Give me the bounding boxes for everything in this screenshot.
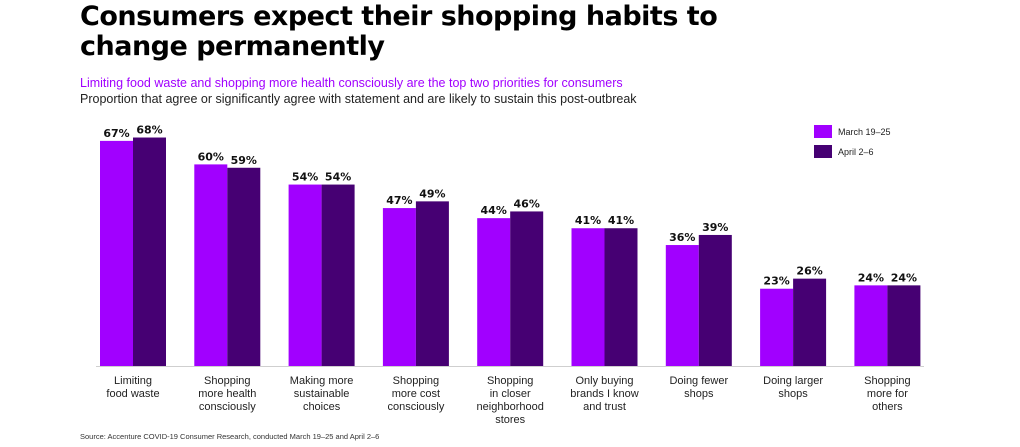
category-label: more for <box>867 388 908 400</box>
legend-label: March 19–25 <box>838 127 891 137</box>
category-label: Shopping <box>393 375 440 387</box>
category-label: neighborhood <box>477 401 544 413</box>
data-label: 60% <box>198 150 224 163</box>
data-label: 24% <box>858 271 884 284</box>
source-note: Source: Accenture COVID-19 Consumer Rese… <box>80 432 380 441</box>
data-label: 67% <box>103 127 129 140</box>
data-label: 36% <box>669 231 695 244</box>
category-label: Limiting <box>114 375 152 387</box>
category-label: consciously <box>199 401 256 413</box>
chart-note: Proportion that agree or significantly a… <box>80 92 637 106</box>
bar-april <box>604 228 638 366</box>
data-label: 41% <box>575 214 601 227</box>
chart-subtitle: Limiting food waste and shopping more he… <box>80 76 623 90</box>
bar-april <box>887 285 921 366</box>
bar-april <box>415 201 449 366</box>
bar-march <box>382 208 416 366</box>
category-label: brands I know <box>570 388 639 400</box>
category-label: Only buying <box>575 375 633 387</box>
data-label: 39% <box>702 221 728 234</box>
data-label: 44% <box>481 204 507 217</box>
category-label: Making more <box>290 375 354 387</box>
bar-april <box>698 234 732 366</box>
bar-march <box>571 228 605 366</box>
data-label: 49% <box>419 187 445 200</box>
data-label: 54% <box>292 171 318 184</box>
data-label: 41% <box>608 214 634 227</box>
category-label: more cost <box>392 388 440 400</box>
data-label: 47% <box>386 194 412 207</box>
legend-swatch <box>814 145 832 158</box>
bar-march <box>760 288 794 366</box>
bar-april <box>227 167 261 366</box>
category-label: and trust <box>583 401 626 413</box>
category-label: choices <box>303 401 341 413</box>
category-label: Shopping <box>204 375 251 387</box>
data-label: 26% <box>796 265 822 278</box>
data-label: 59% <box>231 154 257 167</box>
data-label: 46% <box>514 197 540 210</box>
category-label: Doing fewer <box>669 375 728 387</box>
category-label: shops <box>778 388 808 400</box>
data-label: 23% <box>763 275 789 288</box>
category-label: sustainable <box>294 388 350 400</box>
category-label: shops <box>684 388 714 400</box>
category-label: Shopping <box>487 375 534 387</box>
data-label: 68% <box>136 124 162 137</box>
bar-april <box>793 278 827 366</box>
data-label: 54% <box>325 171 351 184</box>
category-label: Doing larger <box>763 375 823 387</box>
bar-march <box>288 184 322 366</box>
data-label: 24% <box>891 271 917 284</box>
legend-swatch <box>814 125 832 138</box>
category-label: Shopping <box>864 375 911 387</box>
bar-march <box>100 140 133 366</box>
category-label: in closer <box>490 388 531 400</box>
bar-march <box>665 245 699 366</box>
bar-march <box>477 218 511 366</box>
bar-april <box>321 184 355 366</box>
category-label: food waste <box>106 388 159 400</box>
bar-march <box>854 285 888 366</box>
bar-april <box>510 211 544 366</box>
page-title: Consumers expect their shopping habits t… <box>80 1 718 62</box>
category-label: stores <box>495 414 525 426</box>
bar-april <box>133 137 166 366</box>
legend-label: April 2–6 <box>838 147 874 157</box>
bar-march <box>194 164 228 366</box>
category-label: others <box>872 401 903 413</box>
category-label: consciously <box>387 401 444 413</box>
category-label: more health <box>198 388 256 400</box>
